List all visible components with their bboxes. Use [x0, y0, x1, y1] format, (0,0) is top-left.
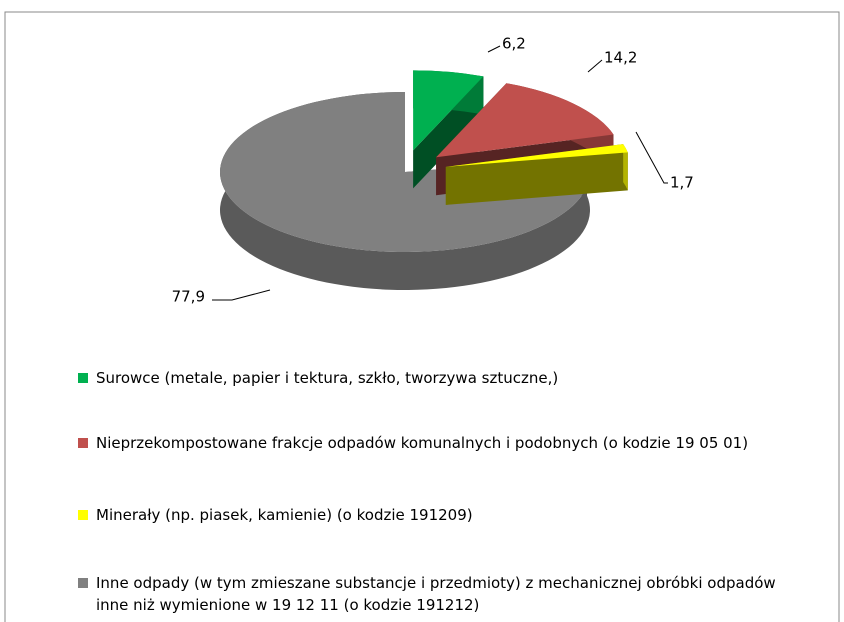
- chart-border: [4, 11, 840, 622]
- legend-label: Nieprzekompostowane frakcje odpadów komu…: [96, 434, 749, 452]
- leader-line: [635, 131, 668, 184]
- leader-line: [587, 59, 603, 73]
- data-label: 77,9: [172, 288, 205, 306]
- slice-side: [445, 152, 628, 205]
- legend-swatch: [78, 438, 88, 448]
- legend-item: Inne odpady (w tym zmieszane substancje …: [78, 572, 808, 616]
- data-label: 6,2: [502, 35, 526, 53]
- slice-top: [220, 92, 591, 252]
- leader-line: [212, 289, 271, 301]
- pie-slice: [413, 70, 484, 189]
- legend-swatch: [78, 578, 88, 588]
- legend-label: Inne odpady (w tym zmieszane substancje …: [96, 574, 776, 614]
- legend-item: Nieprzekompostowane frakcje odpadów komu…: [78, 432, 808, 454]
- slice-top: [413, 70, 484, 151]
- legend-item: Minerały (np. piasek, kamienie) (o kodzi…: [78, 504, 808, 526]
- leader-line: [487, 45, 501, 53]
- legend-label: Minerały (np. piasek, kamienie) (o kodzi…: [96, 506, 473, 524]
- slice-top: [445, 144, 628, 167]
- legend-label: Surowce (metale, papier i tektura, szkło…: [96, 369, 559, 387]
- legend-item: Surowce (metale, papier i tektura, szkło…: [78, 367, 808, 389]
- data-label: 1,7: [670, 174, 694, 192]
- legend-swatch: [78, 510, 88, 520]
- slice-wall: [623, 144, 628, 191]
- slice-top: [436, 83, 614, 158]
- pie-slice: [445, 144, 628, 205]
- data-label: 14,2: [604, 49, 637, 67]
- legend-swatch: [78, 373, 88, 383]
